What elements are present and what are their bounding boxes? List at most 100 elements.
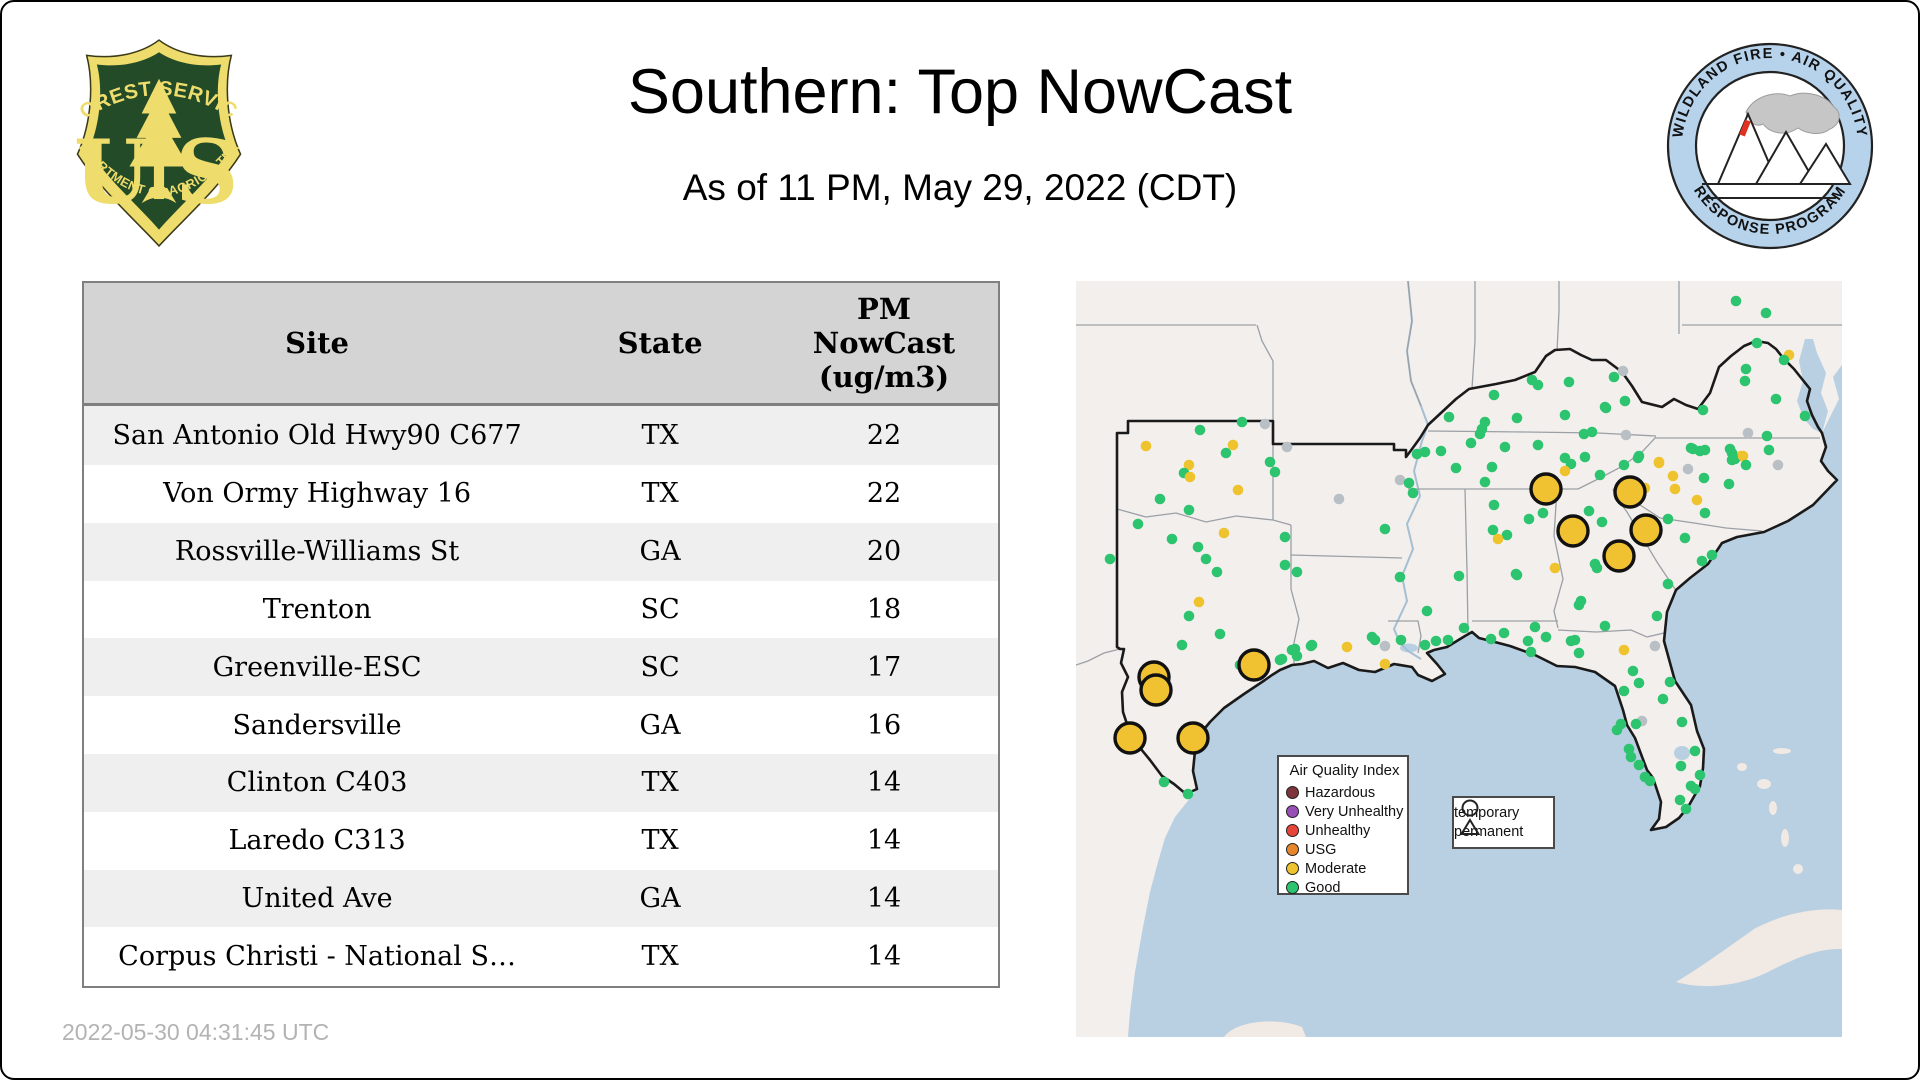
- monitor-dot: [1200, 553, 1212, 565]
- table-row: United Ave GA 14: [83, 869, 999, 928]
- monitor-dot: [1618, 459, 1630, 471]
- hazardous-swatch-icon: [1286, 786, 1299, 799]
- monitor-dot: [1286, 644, 1298, 656]
- monitor-dot: [1442, 634, 1454, 646]
- monitor-dot: [1742, 427, 1754, 439]
- monitor-dot: [1487, 524, 1499, 536]
- monitor-dot: [1697, 404, 1709, 416]
- monitor-dot: [1104, 553, 1116, 565]
- top-site-marker: [1237, 648, 1271, 682]
- monitor-dot: [1662, 578, 1674, 590]
- monitor-dot: [1689, 783, 1701, 795]
- monitor-dot: [1333, 493, 1345, 505]
- site-cell: Sandersville: [83, 696, 551, 754]
- monitor-dot: [1682, 463, 1694, 475]
- title-block: Southern: Top NowCast As of 11 PM, May 2…: [322, 57, 1598, 209]
- monitor-dot: [1232, 484, 1244, 496]
- monitor-dot: [1657, 693, 1669, 705]
- monitor-dot: [1739, 375, 1751, 387]
- monitor-dot: [1498, 627, 1510, 639]
- fs-logo-letter-u: U: [74, 121, 150, 224]
- monitor-dot: [1193, 596, 1205, 608]
- monitor-dot: [1485, 633, 1497, 645]
- aqi-legend-item: Unhealthy: [1286, 821, 1407, 840]
- monitor-dot: [1474, 428, 1486, 440]
- monitor-dot: [1435, 445, 1447, 457]
- monitor-dot: [1341, 641, 1353, 653]
- monitor-dot: [1696, 555, 1708, 567]
- monitor-dot: [1662, 513, 1674, 525]
- value-cell: 14: [769, 811, 999, 870]
- monitor-dot: [1691, 494, 1703, 506]
- monitor-dot: [1751, 337, 1763, 349]
- monitor-dot: [1479, 416, 1491, 428]
- monitor-dot: [1679, 532, 1691, 544]
- monitor-dot: [1619, 395, 1631, 407]
- page-subtitle: As of 11 PM, May 29, 2022 (CDT): [682, 167, 1238, 209]
- monitor-dot: [1281, 441, 1293, 453]
- site-cell: Von Ormy Highway 16: [83, 464, 551, 523]
- monitor-dot: [1395, 634, 1407, 646]
- table-row: Sandersville GA 16: [83, 696, 999, 754]
- monitor-dot: [1559, 465, 1571, 477]
- monitor-dot: [1618, 685, 1630, 697]
- usg-swatch-icon: [1286, 843, 1299, 856]
- generated-timestamp: 2022-05-30 04:31:45 UTC: [62, 1019, 330, 1045]
- monitor-dot: [1166, 533, 1178, 545]
- monitor-dot: [1540, 631, 1552, 643]
- aqi-legend-label: Very Unhealthy: [1305, 803, 1404, 820]
- nowcast-table: Site State PM NowCast (ug/m3) San Antoni…: [82, 281, 1000, 988]
- aqi-map: Air Quality Index Hazardous Very Unhealth…: [1076, 281, 1842, 1037]
- monitor-dot: [1499, 441, 1511, 453]
- monitor-dot: [1183, 610, 1195, 622]
- value-cell: 17: [769, 638, 999, 697]
- value-cell: 20: [769, 522, 999, 581]
- monitor-dot: [1511, 412, 1523, 424]
- monitor-dot: [1192, 541, 1204, 553]
- monitor-dot: [1419, 446, 1431, 458]
- value-cell: 22: [769, 404, 999, 465]
- monitor-dot: [1419, 639, 1431, 651]
- monitor-dot: [1218, 527, 1230, 539]
- col-header-site: Site: [83, 282, 551, 406]
- monitor-dots-layer: [1104, 295, 1811, 815]
- monitor-dot: [1236, 416, 1248, 428]
- monitor-dot: [1158, 776, 1170, 788]
- monitor-dot: [1651, 610, 1663, 622]
- monitor-dot: [1633, 677, 1645, 689]
- state-cell: TX: [550, 464, 770, 523]
- aqi-legend-title: Air Quality Index: [1289, 762, 1400, 779]
- wfaqrp-logo: WILDLAND FIRE • AIR QUALITY RESPONSE PRO…: [1666, 42, 1874, 250]
- monitor-dot: [1565, 458, 1577, 470]
- monitor-dot: [1510, 568, 1522, 580]
- top-site-markers-layer: [1113, 472, 1663, 755]
- aqi-legend-item: Very Unhealthy: [1286, 802, 1407, 821]
- monitor-dot: [1183, 504, 1195, 516]
- monitor-dot: [1763, 444, 1775, 456]
- aqi-legend-item: Good: [1286, 878, 1407, 897]
- value-cell: 16: [769, 696, 999, 754]
- col-header-pm: PM NowCast (ug/m3): [769, 282, 999, 406]
- good-swatch-icon: [1286, 881, 1299, 894]
- table-row: Von Ormy Highway 16 TX 22: [83, 464, 999, 523]
- monitor-dot: [1501, 529, 1513, 541]
- monitor-dot: [1559, 409, 1571, 421]
- site-cell: United Ave: [83, 869, 551, 928]
- wf-logo-flame-icon: [1739, 119, 1751, 137]
- monitor-dot: [1772, 459, 1784, 471]
- monitor-dot: [1583, 505, 1595, 517]
- monitor-dot: [1649, 640, 1661, 652]
- monitor-dot: [1214, 628, 1226, 640]
- site-cell: Corpus Christi - National S…: [83, 927, 551, 987]
- monitor-dot: [1698, 472, 1710, 484]
- monitor-dot: [1669, 483, 1681, 495]
- monitor-dot: [1723, 478, 1735, 490]
- site-cell: Clinton C403: [83, 753, 551, 812]
- monitor-dot: [1154, 493, 1166, 505]
- aqi-legend-label: Unhealthy: [1305, 822, 1371, 839]
- monitor-dot: [1573, 647, 1585, 659]
- map-lakes: [1400, 580, 1702, 760]
- monitor-dot: [1664, 676, 1676, 688]
- aqi-legend-item: USG: [1286, 840, 1407, 859]
- monitor-dot: [1379, 658, 1391, 670]
